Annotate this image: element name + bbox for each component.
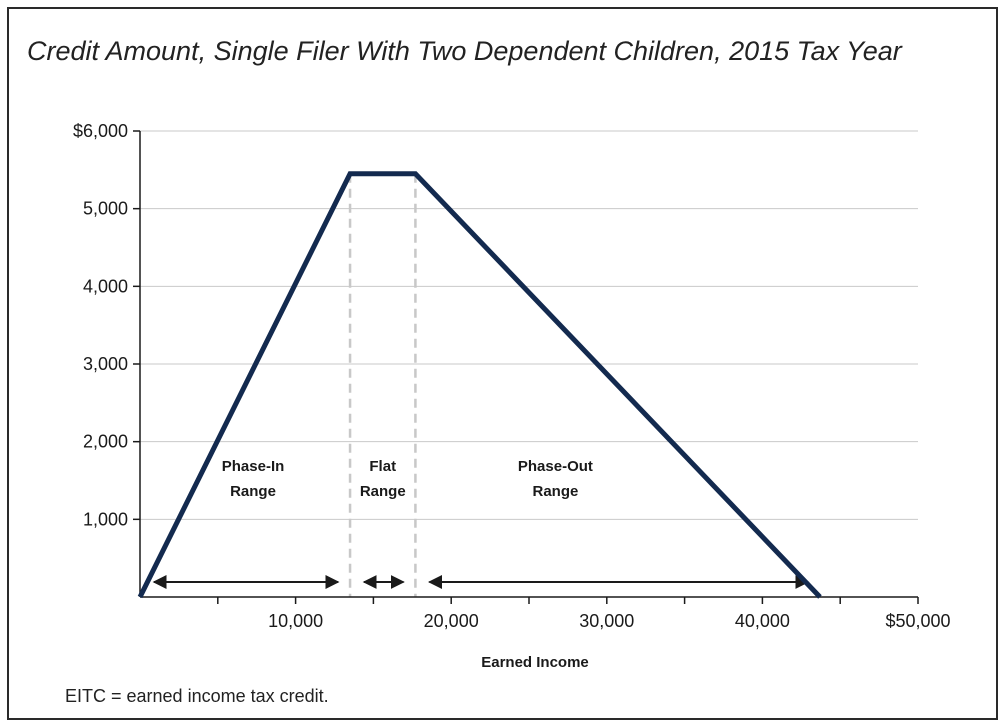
range-label-3-line1: Phase-Out xyxy=(518,458,593,475)
range-dividers xyxy=(348,173,417,597)
range-label-2-line2: Range xyxy=(360,483,406,500)
x-tick-label-20000: 20,000 xyxy=(424,611,479,631)
gridlines xyxy=(140,130,918,520)
tick-marks xyxy=(133,130,919,604)
footnote: EITC = earned income tax credit. xyxy=(65,686,329,706)
range-labels: Phase-In Range Flat Range Phase-Out Range xyxy=(222,458,593,500)
x-axis-label: Earned Income xyxy=(481,654,589,671)
x-tick-label-10000: 10,000 xyxy=(268,611,323,631)
y-tick-label-2000: 2,000 xyxy=(83,432,128,452)
range-label-3-line2: Range xyxy=(532,483,578,500)
x-tick-label-40000: 40,000 xyxy=(735,611,790,631)
range-label-2-line1: Flat xyxy=(369,458,396,475)
range-label-1-line2: Range xyxy=(230,483,276,500)
y-tick-label-1000: 1,000 xyxy=(83,509,128,529)
x-tick-label-50000: $50,000 xyxy=(885,611,950,631)
series xyxy=(137,171,822,599)
y-tick-label-3000: 3,000 xyxy=(83,354,128,374)
y-tick-label-6000: $6,000 xyxy=(73,121,128,141)
tick-labels: 1,000 2,000 3,000 4,000 5,000 $6,000 10,000 20,… xyxy=(73,121,951,631)
x-tick-label-30000: 30,000 xyxy=(579,611,634,631)
y-tick-label-4000: 4,000 xyxy=(83,276,128,296)
chart-title: Credit Amount, Single Filer With Two Dep… xyxy=(27,36,902,66)
range-label-1-line1: Phase-In xyxy=(222,458,285,475)
y-tick-label-5000: 5,000 xyxy=(83,199,128,219)
credit-line xyxy=(137,171,822,599)
